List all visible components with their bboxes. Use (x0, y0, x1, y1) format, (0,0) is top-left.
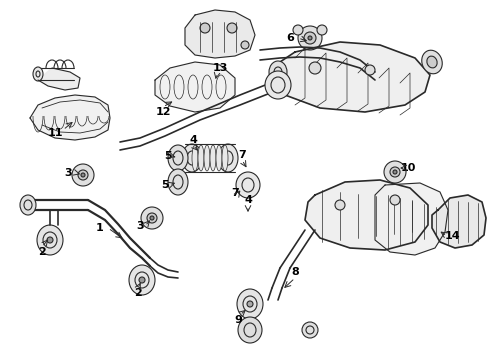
Text: 8: 8 (290, 267, 298, 277)
Text: 1: 1 (96, 223, 103, 233)
Ellipse shape (168, 169, 187, 195)
Polygon shape (271, 42, 429, 112)
Ellipse shape (200, 23, 209, 33)
Text: 13: 13 (212, 63, 227, 73)
Ellipse shape (268, 61, 286, 83)
Ellipse shape (237, 289, 263, 319)
Ellipse shape (307, 36, 311, 40)
Ellipse shape (218, 144, 238, 172)
Ellipse shape (129, 265, 155, 295)
Ellipse shape (150, 216, 154, 220)
Ellipse shape (246, 301, 252, 307)
Ellipse shape (364, 65, 374, 75)
Text: 10: 10 (400, 163, 415, 173)
Ellipse shape (241, 41, 248, 49)
Text: 7: 7 (231, 188, 238, 198)
Ellipse shape (47, 237, 53, 243)
Ellipse shape (308, 62, 320, 74)
Ellipse shape (203, 145, 209, 171)
Ellipse shape (226, 23, 237, 33)
Polygon shape (155, 62, 235, 112)
Ellipse shape (192, 145, 198, 171)
Ellipse shape (392, 170, 396, 174)
Polygon shape (184, 10, 254, 58)
Ellipse shape (236, 172, 260, 198)
Ellipse shape (238, 317, 262, 343)
Ellipse shape (421, 50, 441, 74)
Ellipse shape (147, 213, 157, 223)
Ellipse shape (81, 173, 85, 177)
Ellipse shape (216, 145, 222, 171)
Ellipse shape (383, 161, 405, 183)
Text: 14: 14 (443, 231, 459, 241)
Ellipse shape (198, 145, 203, 171)
Text: 4: 4 (189, 135, 197, 145)
Polygon shape (38, 68, 80, 90)
Text: 3: 3 (136, 221, 143, 231)
Ellipse shape (168, 145, 187, 171)
Ellipse shape (389, 195, 399, 205)
Ellipse shape (222, 145, 227, 171)
Ellipse shape (264, 71, 290, 99)
Ellipse shape (426, 56, 436, 68)
Text: 12: 12 (155, 107, 170, 117)
Ellipse shape (304, 32, 315, 44)
Text: 5: 5 (161, 180, 168, 190)
Ellipse shape (141, 207, 163, 229)
Text: 3: 3 (64, 168, 72, 178)
Ellipse shape (334, 200, 345, 210)
Polygon shape (374, 183, 447, 255)
Text: 6: 6 (285, 33, 293, 43)
Polygon shape (431, 195, 485, 248)
Text: 2: 2 (134, 288, 142, 298)
Ellipse shape (292, 25, 303, 35)
Text: 9: 9 (234, 315, 242, 325)
Polygon shape (30, 95, 110, 140)
Text: 2: 2 (38, 247, 46, 257)
Ellipse shape (78, 170, 88, 180)
Ellipse shape (182, 144, 202, 172)
Ellipse shape (139, 277, 145, 283)
Text: 11: 11 (47, 128, 62, 138)
Ellipse shape (389, 167, 399, 177)
Ellipse shape (37, 225, 63, 255)
Ellipse shape (302, 322, 317, 338)
Ellipse shape (72, 164, 94, 186)
Text: 7: 7 (238, 150, 245, 160)
Polygon shape (305, 180, 427, 250)
Text: 4: 4 (244, 195, 251, 205)
Ellipse shape (20, 195, 36, 215)
Ellipse shape (297, 26, 321, 50)
Ellipse shape (33, 67, 43, 81)
Ellipse shape (316, 25, 326, 35)
Ellipse shape (209, 145, 216, 171)
Text: 5: 5 (164, 151, 171, 161)
